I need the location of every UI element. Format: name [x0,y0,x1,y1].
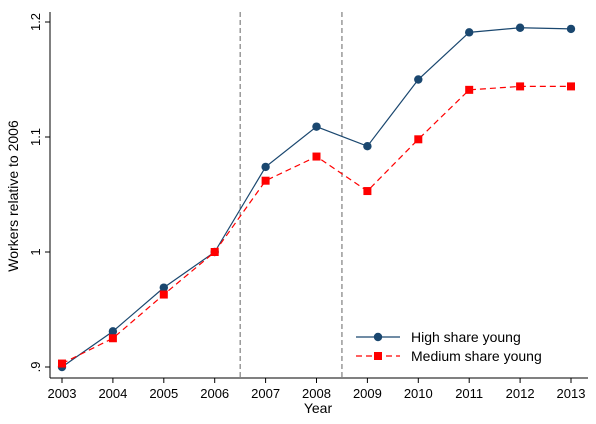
y-tick-label: .9 [28,362,43,373]
data-point-high-share-young [414,75,423,84]
x-tick-label: 2010 [404,386,433,401]
x-tick-label: 2005 [149,386,178,401]
data-point-medium-share-young [312,152,321,161]
data-point-high-share-young [566,24,576,34]
y-tick-label: 1.2 [28,13,43,31]
legend-marker-medium-share-young [374,352,382,360]
data-point-high-share-young [108,327,118,336]
data-point-medium-share-young [516,82,525,91]
data-point-medium-share-young [465,85,474,94]
x-tick-label: 2003 [48,386,77,401]
x-tick-label: 2008 [302,386,331,401]
data-point-high-share-young [159,283,168,292]
data-point-medium-share-young [414,135,423,144]
data-point-medium-share-young [210,248,219,256]
y-axis-title: Workers relative to 2006 [5,120,21,272]
legend-marker-high-share-young [373,332,383,342]
x-tick-label: 2006 [200,386,229,401]
legend-label-high-share-young: High share young [411,329,521,345]
y-tick-label: 1 [28,248,43,255]
x-tick-label: 2013 [557,386,586,401]
data-point-medium-share-young [363,187,372,196]
data-point-high-share-young [312,122,321,131]
legend: High share young Medium share young [356,329,542,364]
data-point-medium-share-young [108,334,117,343]
x-axis-title: Year [304,400,333,416]
data-point-medium-share-young [567,82,575,91]
data-point-high-share-young [363,142,372,151]
data-point-high-share-young [261,162,270,172]
x-tick-label: 2012 [506,386,535,401]
plot-area [49,9,589,378]
x-tick-label: 2007 [251,386,280,401]
legend-label-medium-share-young: Medium share young [411,348,542,364]
y-tick-label: 1.1 [28,128,43,146]
x-tick-label: 2011 [455,386,483,401]
data-point-medium-share-young [58,359,66,368]
data-point-medium-share-young [159,290,168,299]
data-point-high-share-young [515,23,525,32]
x-tick-label: 2004 [98,386,127,401]
x-tick-label: 2009 [353,386,382,401]
data-point-medium-share-young [261,176,270,185]
data-point-high-share-young [465,28,474,37]
